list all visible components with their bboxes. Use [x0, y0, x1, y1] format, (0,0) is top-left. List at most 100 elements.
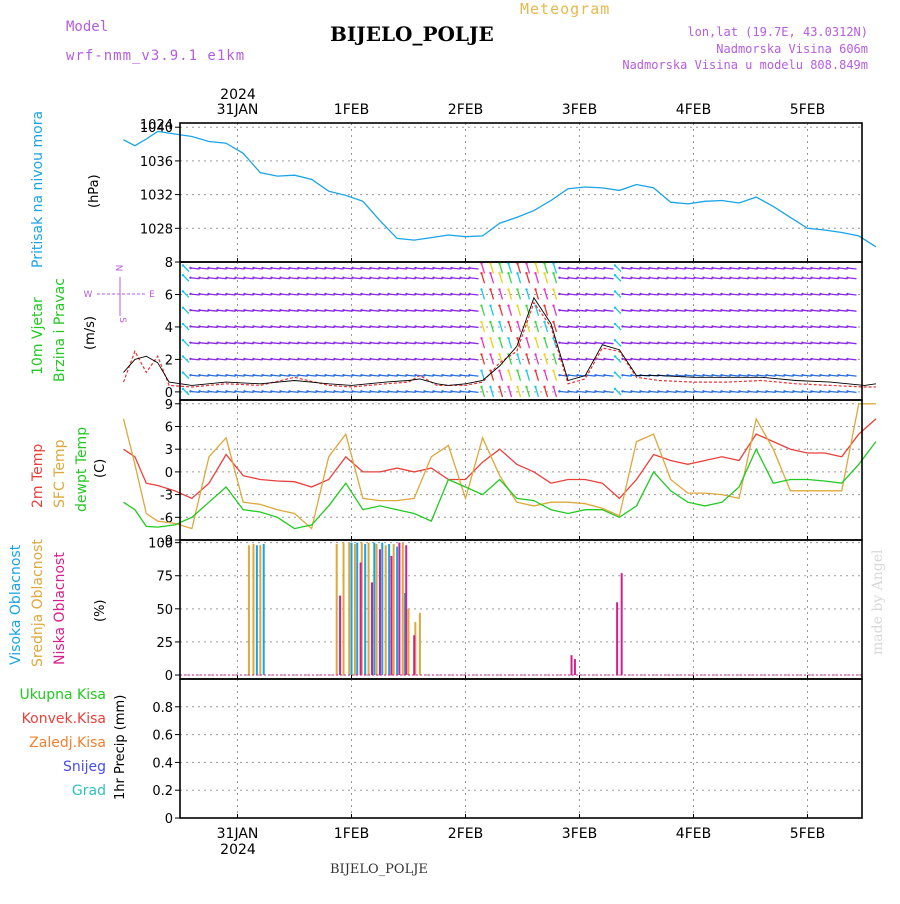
wind-barb-head [613, 264, 617, 267]
wind-barb-head [423, 390, 426, 393]
wind-barb-head [333, 292, 336, 296]
wind-barb-head [765, 373, 768, 377]
wind-barb-head [489, 262, 492, 265]
wind-barb-head [534, 336, 537, 340]
wind-barb [498, 263, 504, 274]
wind-barb [217, 342, 227, 345]
wind-barb-head [387, 390, 390, 393]
wind-barb [811, 277, 821, 280]
wind-barb-head [480, 272, 483, 275]
wind-barb-head [552, 320, 555, 324]
wind-barb [838, 390, 848, 394]
wind-barb [343, 325, 353, 329]
wind-barb-head [684, 292, 687, 296]
wind-barb [379, 358, 389, 361]
wind-barb [712, 374, 722, 377]
wind-barb-head [252, 325, 255, 328]
wind-barb [489, 337, 495, 349]
wind-barb-head [189, 390, 192, 393]
wind-barb-head [738, 309, 741, 312]
wind-barb-head [181, 387, 185, 391]
wind-barb-head [774, 341, 777, 344]
wind-barb [424, 342, 434, 345]
wind-barb-head [525, 288, 528, 291]
wind-barb [451, 267, 461, 270]
wind-barb [676, 374, 686, 377]
wind-barb [235, 390, 245, 394]
wind-barb-head [243, 325, 246, 328]
wind-barb-head [729, 341, 732, 344]
wind-barb [516, 263, 522, 274]
wind-barb [568, 309, 578, 312]
wind-barb-head [558, 373, 561, 377]
wind-barb [334, 374, 344, 377]
wind-barb [543, 321, 549, 333]
wind-barb [748, 293, 758, 296]
wind-barb [289, 309, 299, 312]
wind-barb-head [675, 276, 678, 279]
wind-barb [739, 390, 749, 394]
wind-barb [424, 390, 434, 394]
wind-barb [262, 374, 272, 377]
precip-panel: 0 0.2 0.4 0.6 0.8 [152, 678, 863, 827]
wind-barb-head [351, 341, 354, 344]
wind-barb [622, 309, 632, 312]
wind-barb [235, 309, 245, 312]
wind-barb [525, 337, 531, 349]
wind-barb [847, 267, 857, 270]
wind-barb [235, 277, 245, 280]
wind-barb-head [828, 309, 831, 312]
wind-barb-head [516, 336, 519, 340]
wind-barb-head [243, 266, 246, 270]
wind-barb-head [360, 341, 363, 344]
wind-barb [217, 390, 227, 394]
wind-ylabel-unit: (m/s) [83, 316, 98, 350]
wind-barb [552, 263, 558, 274]
wind-barb [568, 325, 578, 329]
wind-barb [703, 390, 713, 394]
wind-barb [235, 267, 245, 270]
wind-barb [568, 390, 578, 394]
wind-barb [199, 293, 209, 296]
wind-barb [424, 267, 434, 270]
wind-barb [316, 390, 326, 394]
wind-barb [190, 267, 200, 270]
wind-barb-head [837, 292, 840, 296]
pressure-ylabel-unit: (hPa) [87, 174, 102, 208]
wind-barb-head [648, 357, 651, 361]
wind-barb [244, 342, 254, 345]
wind-barb [406, 325, 416, 329]
wind-barb-head [747, 341, 750, 344]
wind-barb [694, 325, 704, 329]
wind-barb [507, 337, 513, 349]
wind-barb [361, 267, 371, 270]
wind-barb-head [837, 373, 840, 377]
wind-barb-head [270, 373, 273, 377]
wind-barb [631, 277, 641, 280]
wind-barb-head [621, 373, 624, 377]
wind-barb [489, 386, 495, 398]
wind-barb-head [450, 292, 453, 296]
wind-barb [552, 354, 558, 365]
wind-barb-head [288, 341, 291, 344]
wind-barb-head [558, 276, 561, 279]
wind-barb [802, 390, 812, 394]
wind-barb-head [675, 341, 678, 344]
wind-barb-head [181, 290, 185, 293]
wind-barb-head [810, 373, 813, 377]
wind-barb-head [342, 292, 345, 296]
wind-barb [631, 390, 641, 394]
wind-barb-head [441, 309, 444, 312]
wind-barb-head [765, 325, 768, 328]
wind-barb-head [450, 309, 453, 312]
wind-barb [658, 267, 668, 270]
wind-barb [424, 358, 434, 361]
wind-barb-head [198, 325, 201, 328]
wind-series-wind_speed [122, 301, 876, 388]
wind-barb [820, 309, 830, 312]
wind-barb [498, 386, 504, 398]
wind-barb [622, 277, 632, 280]
wind-barb-head [261, 341, 264, 344]
wind-barb-head [489, 272, 492, 275]
